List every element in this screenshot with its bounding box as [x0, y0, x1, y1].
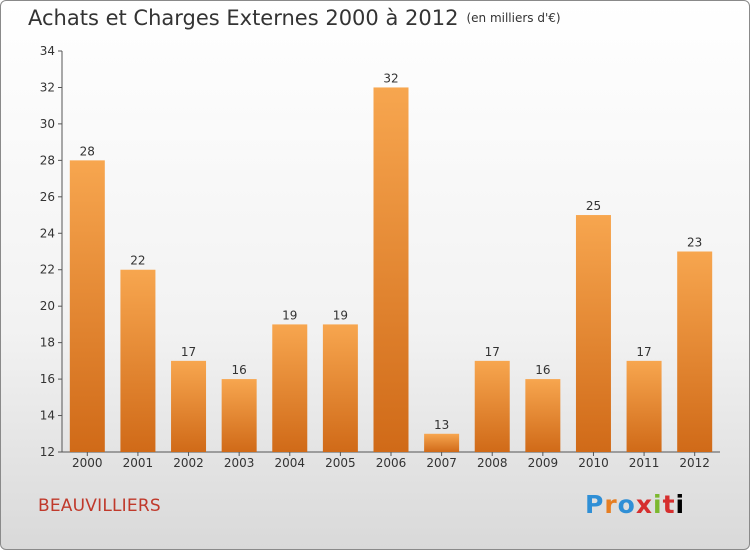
bar: [474, 360, 510, 452]
x-tick-label: 2012: [679, 456, 710, 470]
bar: [69, 160, 105, 452]
x-tick-label: 2010: [578, 456, 609, 470]
data-label: 19: [333, 308, 348, 322]
x-tick-label: 2006: [376, 456, 407, 470]
x-tick-label: 2002: [173, 456, 204, 470]
data-label: 16: [232, 363, 247, 377]
y-tick-label: 24: [40, 226, 55, 240]
x-tick-label: 2004: [274, 456, 305, 470]
y-tick-label: 12: [40, 445, 55, 459]
x-tick-label: 2001: [123, 456, 154, 470]
x-tick-label: 2011: [629, 456, 660, 470]
bar: [626, 360, 662, 452]
bar: [575, 215, 611, 452]
x-tick-label: 2003: [224, 456, 255, 470]
bar: [221, 379, 257, 452]
chart-title-text: Achats et Charges Externes 2000 à 2012: [28, 6, 459, 30]
bar: [272, 324, 308, 452]
logo-letter: x: [635, 490, 653, 519]
x-tick-label: 2009: [528, 456, 559, 470]
data-label: 19: [282, 308, 297, 322]
y-tick-label: 34: [40, 44, 55, 58]
x-tick-label: 2008: [477, 456, 508, 470]
y-tick-label: 26: [40, 190, 55, 204]
y-tick-label: 28: [40, 153, 55, 167]
y-tick-label: 22: [40, 263, 55, 277]
data-label: 13: [434, 418, 449, 432]
data-label: 17: [636, 345, 651, 359]
x-tick-label: 2007: [426, 456, 457, 470]
proxiti-logo: Proxiti: [585, 490, 685, 519]
bar: [120, 269, 156, 452]
y-tick-label: 14: [40, 409, 55, 423]
y-tick-label: 20: [40, 299, 55, 313]
commune-name: BEAUVILLIERS: [38, 496, 161, 516]
logo-letter: t: [662, 490, 676, 519]
data-label: 16: [535, 363, 550, 377]
data-label: 17: [181, 345, 196, 359]
chart-subtitle: (en milliers d'€): [466, 11, 561, 25]
logo-letter: i: [675, 490, 686, 519]
logo-letter: r: [604, 490, 618, 519]
bar: [322, 324, 358, 452]
data-label: 17: [485, 345, 500, 359]
bar: [373, 87, 409, 453]
bar: [424, 433, 460, 452]
logo-letter: o: [617, 490, 636, 519]
y-tick-label: 32: [40, 80, 55, 94]
bar: [677, 251, 713, 452]
data-label: 32: [383, 71, 398, 85]
logo-letter: i: [653, 490, 663, 519]
y-tick-label: 30: [40, 117, 55, 131]
x-tick-label: 2005: [325, 456, 356, 470]
bar: [525, 379, 561, 452]
x-tick-label: 2000: [72, 456, 103, 470]
data-label: 25: [586, 199, 601, 213]
chart-title: Achats et Charges Externes 2000 à 2012 (e…: [28, 6, 561, 30]
data-label: 23: [687, 236, 702, 250]
y-tick-label: 18: [40, 336, 55, 350]
data-label: 22: [130, 254, 145, 268]
bar: [171, 360, 207, 452]
y-tick-label: 16: [40, 372, 55, 386]
data-label: 28: [80, 144, 95, 158]
logo-letter: P: [585, 490, 605, 519]
